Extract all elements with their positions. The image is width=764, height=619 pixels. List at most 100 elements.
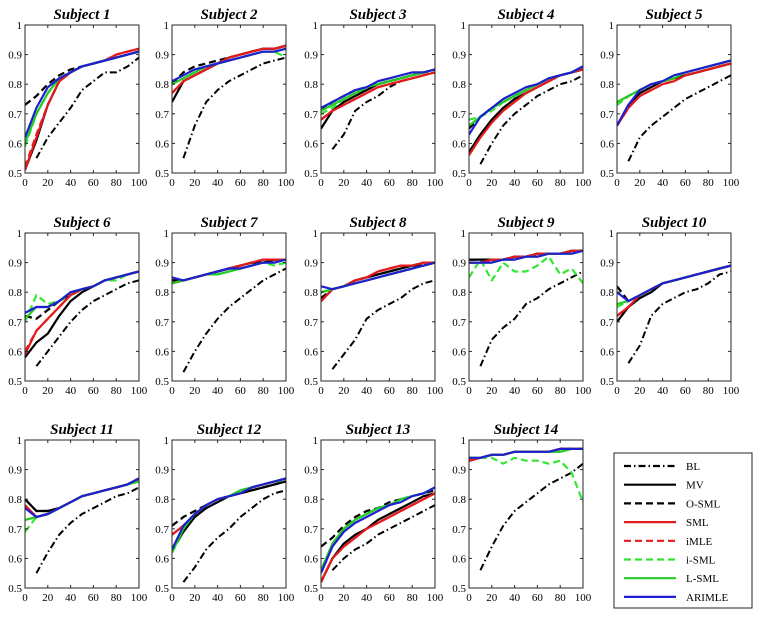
y-tick-label: 0.6 <box>452 138 466 150</box>
series-line-sml <box>617 62 731 127</box>
y-tick-label: 0.5 <box>304 168 318 180</box>
y-tick-label: 0.9 <box>8 258 22 270</box>
y-tick-label: 0.9 <box>452 258 466 270</box>
x-tick-label: 0 <box>22 385 28 397</box>
legend-box <box>613 452 753 609</box>
axes-frame <box>320 24 436 174</box>
x-tick-label: 40 <box>509 592 521 604</box>
series-line-l-sml <box>321 68 435 112</box>
subplot-title: Subject 4 <box>497 7 555 23</box>
axes-frame <box>616 24 732 174</box>
x-tick-label: 0 <box>169 385 175 397</box>
x-tick-label: 80 <box>555 177 567 189</box>
axes-frame <box>171 232 287 382</box>
legend-label-imle: iMLE <box>686 536 713 548</box>
series-line-arimle <box>172 258 286 282</box>
x-tick-label: 60 <box>680 177 692 189</box>
x-tick-label: 100 <box>575 385 592 397</box>
y-tick-label: 0.6 <box>8 553 22 565</box>
x-tick-label: 80 <box>258 385 270 397</box>
series-line-bl <box>331 71 435 150</box>
y-tick-label: 0.6 <box>304 138 318 150</box>
x-tick-label: 80 <box>407 177 419 189</box>
subplot-1: Subject 1 0.5 0.6 0.7 0.8 0.9 1 0 20 40 60 80 100 <box>8 7 148 189</box>
series-line-arimle <box>469 249 583 264</box>
y-tick-label: 1 <box>313 228 319 240</box>
axes-frame <box>24 24 140 174</box>
series-line-bl <box>479 74 583 165</box>
subplot-title: Subject 7 <box>200 215 258 231</box>
series-line-arimle <box>25 270 139 314</box>
y-tick-label: 1 <box>461 435 467 447</box>
y-tick-label: 0.8 <box>452 494 466 506</box>
y-tick-label: 0.9 <box>8 50 22 62</box>
y-tick-label: 0.9 <box>8 465 22 477</box>
series-line-arimle <box>321 261 435 291</box>
y-tick-label: 0.8 <box>304 287 318 299</box>
subplot-title: Subject 6 <box>53 215 111 231</box>
x-tick-label: 100 <box>278 592 295 604</box>
x-tick-label: 80 <box>555 592 567 604</box>
axes-frame <box>468 24 584 174</box>
y-tick-label: 0.9 <box>304 50 318 62</box>
y-tick-label: 0.8 <box>452 287 466 299</box>
subplot-10: Subject 10 0.5 0.6 0.7 0.8 0.9 1 0 20 40 60 80 100 <box>600 215 740 397</box>
y-tick-label: 0.8 <box>155 287 169 299</box>
y-tick-label: 0.5 <box>155 376 169 388</box>
series-line-imle <box>321 71 435 121</box>
subplot-title: Subject 10 <box>642 215 707 231</box>
y-tick-label: 0.6 <box>155 553 169 565</box>
series-line-imle <box>617 62 731 127</box>
series-line-bl <box>182 489 286 583</box>
series-line-bl <box>331 279 435 370</box>
y-tick-label: 0.6 <box>600 346 614 358</box>
x-tick-label: 60 <box>235 177 247 189</box>
x-tick-label: 60 <box>235 385 247 397</box>
subplot-title: Subject 1 <box>53 7 110 23</box>
x-tick-label: 80 <box>407 385 419 397</box>
y-tick-label: 0.7 <box>8 317 22 329</box>
y-tick-label: 1 <box>313 20 319 32</box>
legend-label-l-sml: L-SML <box>686 573 719 585</box>
x-tick-label: 0 <box>22 177 28 189</box>
y-tick-label: 0.5 <box>452 583 466 595</box>
x-tick-label: 0 <box>614 177 620 189</box>
subplot-6: Subject 6 0.5 0.6 0.7 0.8 0.9 1 0 20 40 60 80 100 <box>8 215 148 397</box>
series-line-bl <box>35 486 139 574</box>
y-tick-label: 0.7 <box>155 317 169 329</box>
x-tick-label: 20 <box>42 385 54 397</box>
subplot-title: Subject 13 <box>346 422 411 438</box>
y-tick-label: 1 <box>313 435 319 447</box>
x-tick-label: 100 <box>723 385 740 397</box>
y-tick-label: 0.9 <box>155 50 169 62</box>
axes-frame <box>320 232 436 382</box>
subplot-2: Subject 2 0.5 0.6 0.7 0.8 0.9 1 0 20 40 60 80 100 <box>155 7 295 189</box>
series-line-i-sml <box>469 456 583 503</box>
x-tick-label: 100 <box>575 177 592 189</box>
y-tick-label: 0.6 <box>8 346 22 358</box>
x-tick-label: 80 <box>555 385 567 397</box>
y-tick-label: 0.8 <box>304 494 318 506</box>
x-tick-label: 20 <box>42 177 54 189</box>
y-tick-label: 0.5 <box>155 168 169 180</box>
subplot-3: Subject 3 0.5 0.6 0.7 0.8 0.9 1 0 20 40 60 80 100 <box>304 7 444 189</box>
series-line-i-sml <box>172 480 286 554</box>
x-tick-label: 40 <box>509 385 521 397</box>
y-tick-label: 1 <box>609 20 615 32</box>
series-line-imle <box>617 264 731 317</box>
subplot-title: Subject 11 <box>50 422 114 438</box>
y-tick-label: 0.5 <box>8 376 22 388</box>
subplot-4: Subject 4 0.5 0.6 0.7 0.8 0.9 1 0 20 40 60 80 100 <box>452 7 592 189</box>
x-tick-label: 40 <box>361 592 373 604</box>
series-line-i-sml <box>172 261 286 285</box>
y-tick-label: 0.5 <box>600 168 614 180</box>
series-line-sml <box>321 261 435 302</box>
x-tick-label: 80 <box>703 385 715 397</box>
subplot-title: Subject 8 <box>349 215 407 231</box>
y-tick-label: 0.8 <box>600 79 614 91</box>
x-tick-label: 80 <box>258 177 270 189</box>
x-tick-label: 0 <box>318 385 324 397</box>
subplot-title: Subject 9 <box>497 215 555 231</box>
series-line-bl <box>331 504 435 571</box>
x-tick-label: 20 <box>42 592 54 604</box>
